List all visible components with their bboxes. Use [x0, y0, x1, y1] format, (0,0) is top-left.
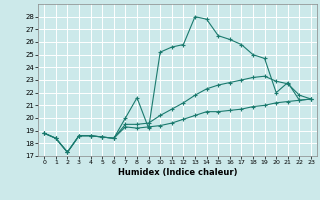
X-axis label: Humidex (Indice chaleur): Humidex (Indice chaleur)	[118, 168, 237, 177]
